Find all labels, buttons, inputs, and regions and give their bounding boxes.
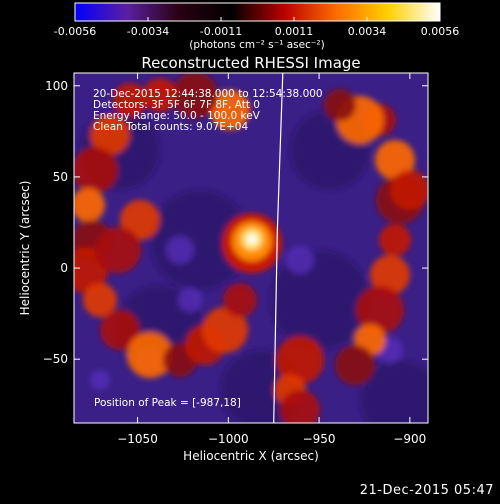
colorbar-tick-label: 0.0034 bbox=[348, 25, 387, 38]
x-axis-ticks: −1050 −1000 −950 −900 bbox=[117, 73, 426, 446]
y-tick-label: −50 bbox=[43, 352, 68, 366]
solar-limb-line bbox=[273, 73, 284, 423]
emission-blob bbox=[83, 283, 117, 317]
chart-title: Reconstructed RHESSI Image bbox=[141, 54, 360, 72]
info-total-counts: Clean Total counts: 9.07E+04 bbox=[93, 121, 248, 133]
emission-blob bbox=[370, 255, 410, 295]
colorbar-tick-label: -0.0034 bbox=[127, 25, 169, 38]
colorbar: -0.0056 -0.0034 -0.0011 0.0011 0.0034 0.0056 … bbox=[54, 2, 459, 51]
emission-blob bbox=[202, 307, 248, 353]
emission-blob bbox=[280, 390, 320, 423]
x-axis-label: Heliocentric X (arcsec) bbox=[183, 449, 319, 463]
info-time-range: 20-Dec-2015 12:44:38.000 to 12:54:38.000 bbox=[93, 88, 323, 100]
x-tick-label: −950 bbox=[303, 432, 336, 446]
emission-blob bbox=[246, 234, 257, 245]
colorbar-frame bbox=[74, 2, 441, 22]
footer-timestamp: 21-Dec-2015 05:47 bbox=[359, 483, 494, 498]
emission-blob bbox=[286, 246, 314, 274]
emission-blob bbox=[223, 283, 257, 317]
emission-blob bbox=[90, 115, 130, 155]
emission-blob bbox=[379, 224, 411, 256]
emission-blob bbox=[375, 140, 415, 180]
emission-blob bbox=[100, 310, 140, 350]
emission-blob bbox=[210, 90, 250, 130]
colorbar-gradient bbox=[75, 3, 440, 21]
emission-blob bbox=[172, 73, 218, 118]
y-tick-label: 100 bbox=[45, 79, 68, 93]
y-axis-label: Heliocentric Y (arcsec) bbox=[18, 181, 32, 316]
emission-blob bbox=[90, 370, 110, 390]
colorbar-ticks: -0.0056 -0.0034 -0.0011 0.0011 0.0034 0.0056 bbox=[54, 17, 459, 38]
x-tick-label: −1050 bbox=[117, 432, 158, 446]
colorbar-units: (photons cm⁻² s⁻¹ asec⁻²) bbox=[189, 39, 324, 51]
colorbar-tick-label: 0.0011 bbox=[275, 25, 314, 38]
y-tick-label: 0 bbox=[60, 261, 68, 275]
y-tick-label: 50 bbox=[53, 170, 68, 184]
y-axis-ticks: 100 50 0 −50 bbox=[43, 79, 428, 366]
colorbar-tick-label: -0.0011 bbox=[200, 25, 242, 38]
emission-blob bbox=[120, 200, 160, 240]
info-detectors: Detectors: 3F 5F 6F 7F 8F, Att 0 bbox=[93, 99, 260, 111]
peak-position-label: Position of Peak = [-987,18] bbox=[94, 397, 241, 409]
emission-blob bbox=[127, 332, 173, 378]
emission-blob bbox=[360, 360, 428, 423]
emission-blob bbox=[95, 227, 141, 273]
info-block: 20-Dec-2015 12:44:38.000 to 12:54:38.000… bbox=[93, 88, 323, 409]
emission-blob bbox=[143, 78, 177, 112]
emission-map bbox=[74, 73, 428, 423]
emission-blob bbox=[150, 190, 250, 290]
plot-area bbox=[74, 73, 428, 423]
emission-blob bbox=[74, 147, 118, 193]
emission-blob bbox=[356, 286, 404, 334]
emission-blob bbox=[324, 89, 356, 121]
emission-blob bbox=[74, 188, 105, 222]
colorbar-tick-label: -0.0056 bbox=[54, 25, 96, 38]
emission-blob bbox=[178, 288, 202, 312]
x-tick-label: −900 bbox=[393, 432, 426, 446]
emission-blob bbox=[166, 236, 194, 264]
info-energy-range: Energy Range: 50.0 - 100.0 keV bbox=[93, 110, 261, 122]
plot-frame bbox=[73, 72, 429, 424]
emission-blob bbox=[113, 83, 147, 117]
emission-blob bbox=[276, 336, 324, 384]
colorbar-tick-label: 0.0056 bbox=[421, 25, 460, 38]
emission-blob bbox=[335, 345, 375, 385]
emission-blob bbox=[390, 170, 428, 210]
x-tick-label: −1000 bbox=[208, 432, 249, 446]
emission-blob bbox=[270, 250, 370, 350]
